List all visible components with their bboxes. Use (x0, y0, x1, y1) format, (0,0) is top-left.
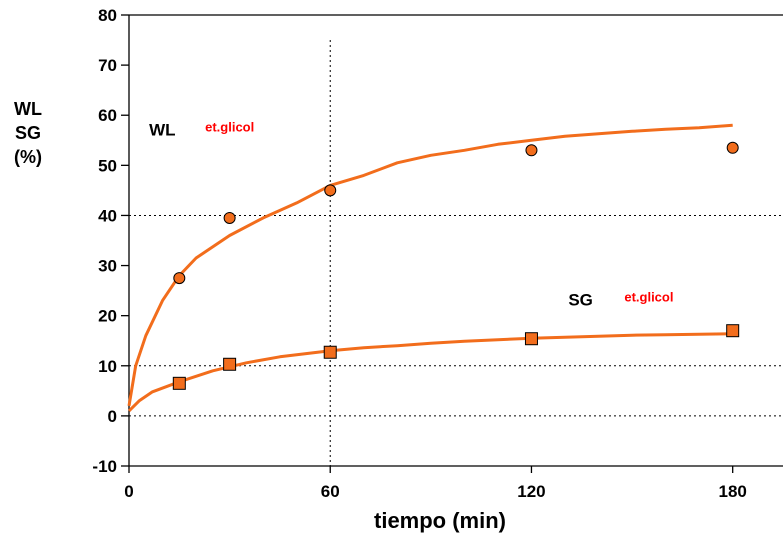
y-axis-label-line: (%) (14, 147, 42, 167)
point-wl (525, 144, 538, 157)
y-tick-label: 0 (108, 407, 117, 426)
axis-ticks: -10 0 10 20 30 40 50 60 70 80 0 60 120 180 (92, 6, 746, 501)
point-wl (324, 184, 337, 197)
y-tick-label: 40 (98, 206, 117, 225)
x-axis-label: tiempo (min) (374, 508, 506, 533)
y-tick-label: -10 (92, 457, 117, 476)
y-axis-label-line: SG (14, 123, 41, 143)
fit-curve-wl (127, 123, 733, 407)
x-tick-label: 120 (517, 482, 545, 501)
annotations: WL et.glicol SG et.glicol (149, 119, 673, 309)
point-wl (726, 141, 739, 154)
point-wl (173, 272, 186, 285)
y-tick-label: 20 (98, 307, 117, 326)
annotation-wl-sub: et.glicol (205, 119, 254, 134)
x-tick-label: 60 (321, 482, 340, 501)
grid (129, 40, 783, 466)
annotation-wl-label: WL (149, 120, 175, 139)
y-tick-label: 70 (98, 56, 117, 75)
point-wl (223, 211, 236, 224)
plot-frame (128, 14, 783, 467)
data-points (172, 141, 740, 390)
y-axis-label-line: WL (14, 99, 42, 119)
annotation-sg-sub: et.glicol (624, 290, 673, 305)
point-sg (172, 376, 186, 390)
point-sg (726, 324, 740, 338)
x-tick-label: 180 (719, 482, 747, 501)
y-tick-label: 60 (98, 106, 117, 125)
point-sg (323, 345, 337, 359)
point-sg (223, 357, 237, 371)
y-tick-label: 30 (98, 257, 117, 276)
y-axis-label: WL SG (%) (6, 97, 50, 169)
fit-curves (127, 123, 733, 412)
fit-curve-sg (127, 332, 733, 412)
point-sg (524, 332, 538, 346)
y-tick-label: 80 (98, 6, 117, 25)
y-tick-label: 10 (98, 357, 117, 376)
annotation-sg-label: SG (568, 291, 593, 310)
y-tick-label: 50 (98, 156, 117, 175)
x-tick-label: 0 (124, 482, 133, 501)
